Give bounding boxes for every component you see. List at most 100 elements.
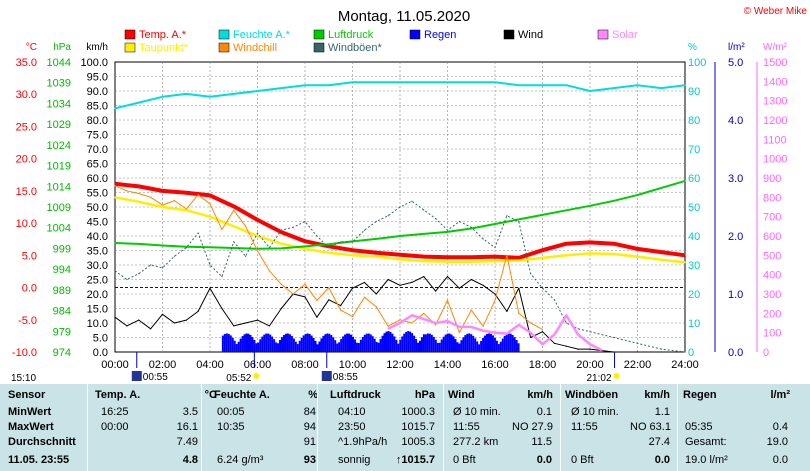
rain-bar (497, 344, 500, 352)
rain-bar (359, 339, 362, 352)
table-cell: 3.5 (182, 406, 198, 418)
data-point (684, 180, 686, 182)
kmh-axis-tick: 95.0 (87, 72, 108, 84)
data-point (304, 283, 306, 285)
rain-bar (446, 333, 449, 352)
data-point (375, 293, 377, 295)
rain-bar (458, 343, 461, 352)
wm2-axis-tick: 800 (763, 192, 781, 204)
legend-label: Luftdruck (328, 29, 374, 41)
data-point (399, 206, 401, 208)
rain-bar (385, 331, 388, 352)
pct-axis-tick: 60 (688, 173, 700, 185)
data-point (589, 252, 591, 254)
x-tick: 12:00 (386, 359, 414, 371)
data-point (660, 259, 662, 261)
rain-bar (436, 343, 439, 352)
data-point (470, 261, 472, 263)
data-point (506, 333, 508, 335)
table-separator (87, 384, 88, 471)
data-point (197, 232, 199, 234)
rain-bar (288, 334, 291, 352)
data-point (541, 84, 544, 86)
rain-bar (314, 340, 317, 352)
table-header: Luftdruck (330, 389, 381, 401)
kmh-axis-tick: 70.0 (87, 144, 108, 156)
kmh-axis-tick: 10.0 (87, 318, 108, 330)
wm2-axis-tick: 200 (763, 308, 781, 320)
rain-bar (430, 334, 433, 352)
data-point (660, 187, 662, 189)
rain-bar (357, 343, 360, 352)
data-point (518, 259, 520, 262)
data-point (684, 261, 686, 264)
rain-bar (373, 338, 376, 352)
rain-bar (407, 331, 410, 352)
rain-bar (328, 333, 331, 352)
data-point (150, 264, 152, 266)
rain-bar (478, 344, 481, 352)
pct-axis-tick: 90 (688, 86, 700, 98)
data-point (541, 331, 544, 333)
table-header: Windböen (565, 389, 619, 401)
data-point (280, 229, 282, 231)
data-point (482, 284, 484, 286)
data-point (446, 299, 449, 302)
table-cell: 16:25 (101, 406, 129, 418)
lm2-axis-label: l/m² (728, 42, 745, 53)
table-cell: sonnig (338, 454, 371, 466)
data-point (304, 296, 306, 298)
table-cell: Ø 10 min. (453, 406, 501, 418)
rain-bar (334, 340, 337, 352)
data-point (446, 231, 449, 233)
marker-time: 05:52 (226, 373, 251, 384)
data-point (209, 287, 211, 289)
data-point (245, 255, 247, 257)
data-point (316, 299, 318, 302)
hpa-axis-tick: 1009 (47, 202, 71, 214)
data-point (589, 331, 591, 333)
table-cell: 0.4 (772, 421, 788, 433)
data-point (553, 299, 555, 301)
data-point (150, 196, 152, 198)
data-point (565, 243, 567, 245)
data-point (636, 194, 639, 196)
data-point (316, 316, 318, 318)
rain-bar (401, 336, 404, 352)
data-point (423, 233, 425, 235)
rain-bar (413, 335, 416, 352)
data-point (636, 248, 639, 250)
rain-bar (505, 334, 508, 352)
hpa-axis-tick: 984 (53, 306, 71, 318)
hpa-axis-tick: 1029 (47, 119, 71, 131)
hpa-axis-tick: 974 (53, 347, 71, 359)
rain-bar (237, 341, 240, 352)
data-point (494, 247, 496, 249)
kmh-axis-tick: 75.0 (87, 130, 108, 142)
x-tick: 22:00 (624, 359, 652, 371)
data-point (185, 247, 187, 249)
legend-label: Temp. A.* (139, 29, 187, 41)
legend-label: Taupunkt* (139, 42, 189, 54)
kmh-axis-label: km/h (86, 42, 108, 53)
table-header: km/h (644, 389, 670, 401)
data-point (470, 309, 472, 311)
data-point (114, 107, 116, 109)
hpa-axis-tick: 979 (53, 326, 71, 338)
data-point (126, 190, 128, 192)
data-point (209, 264, 211, 266)
rain-bar (344, 334, 347, 352)
rain-bar (403, 333, 406, 352)
rain-bar (466, 333, 469, 352)
table-cell: 11:55 (453, 421, 480, 433)
data-point (161, 190, 164, 192)
rain-bar (405, 331, 408, 352)
rain-bar (348, 333, 351, 352)
data-point (506, 310, 508, 312)
data-point (387, 215, 389, 217)
rain-bar (296, 344, 299, 352)
data-point (387, 328, 389, 330)
rain-bar (476, 341, 479, 352)
row-label: MinWert (8, 406, 52, 418)
data-point (256, 250, 259, 252)
